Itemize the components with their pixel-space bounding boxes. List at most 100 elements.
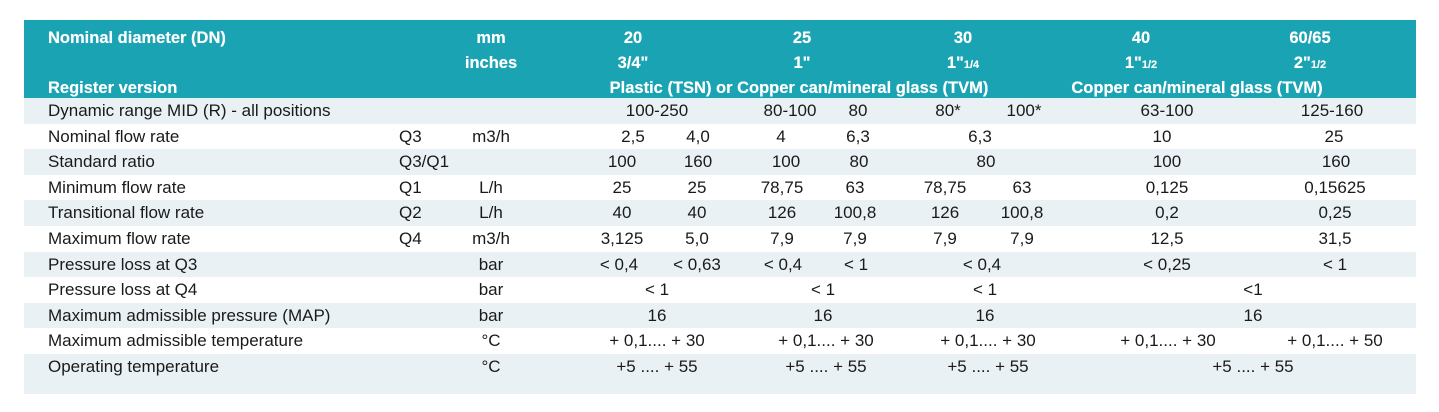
dn-40-heading: 40 (1131, 29, 1151, 47)
row-value: 16 (975, 305, 995, 325)
row-value: 100,8 (833, 203, 877, 223)
row-value: 0,125 (1145, 177, 1189, 197)
nominal-diameter-heading: Nominal diameter (DN) (48, 29, 226, 47)
row-value: < 0,4 (599, 254, 639, 274)
inch-20-heading: 3/4" (617, 54, 649, 72)
row-value: 80 (849, 152, 869, 172)
row-value: 160 (683, 152, 713, 172)
row-value: 5,0 (685, 229, 709, 248)
row-label: Nominal flow rate (48, 126, 180, 146)
inch-25-heading: 1" (793, 54, 811, 72)
row-symbol: Q3/Q1 (399, 152, 450, 172)
table-row: Nominal flow rate Q3 m3/h 2,5 4,0 4 6,3 6,3 10 25 (24, 123, 1416, 150)
row-value: 7,9 (933, 229, 957, 248)
row-label: Pressure loss at Q4 (48, 280, 198, 300)
specification-table: Nominal diameter (DN) Register version m… (24, 20, 1416, 394)
row-value: 7,9 (1010, 229, 1034, 248)
row-value: 16 (813, 305, 833, 325)
row-value: < 0,4 (962, 254, 1002, 274)
row-unit: °C (481, 331, 501, 351)
row-value: + 0,1.... + 30 (609, 331, 705, 351)
row-value: 10 (1152, 126, 1172, 146)
row-label: Operating temperature (48, 357, 220, 376)
row-value: < 1 (644, 280, 670, 300)
row-unit: °C (481, 357, 501, 376)
row-symbol: Q2 (399, 203, 422, 223)
row-value: 80-100 (763, 101, 817, 120)
inch-30-heading: 1"1/4 (946, 54, 980, 72)
row-value: +5 .... + 55 (947, 357, 1029, 376)
row-value: 16 (1243, 305, 1263, 325)
row-value: + 0,1.... + 30 (940, 331, 1036, 351)
row-value: 31,5 (1318, 229, 1352, 248)
row-value: 78,75 (923, 177, 967, 197)
row-value: +5 .... + 55 (616, 357, 698, 376)
row-value: 16 (647, 305, 667, 325)
row-value: 25 (1324, 126, 1344, 146)
row-label: Standard ratio (48, 152, 155, 172)
table-row: Pressure loss at Q4 bar < 1 < 1 < 1 <1 (24, 277, 1416, 303)
row-unit: m3/h (472, 229, 510, 248)
row-value: 6,3 (968, 126, 992, 146)
row-value: 40 (687, 203, 707, 223)
row-value: < 1 (1322, 254, 1348, 274)
row-value: 125-160 (1300, 101, 1364, 120)
table-row: Maximum flow rate Q4 m3/h 3,125 5,0 7,9 7,9 7,9… (24, 226, 1416, 252)
row-value: 2,5 (621, 126, 645, 146)
row-value: 12,5 (1150, 229, 1184, 248)
unit-mm-heading: mm (476, 29, 506, 47)
row-value: < 0,25 (1143, 254, 1191, 274)
row-value: < 1 (843, 254, 869, 274)
row-label: Maximum flow rate (48, 229, 191, 248)
register-plastic-copper-heading: Plastic (TSN) or Copper can/mineral glas… (609, 79, 989, 97)
row-value: 63 (845, 177, 865, 197)
row-label: Dynamic range MID (R) - all positions (48, 101, 331, 120)
row-value: 0,2 (1155, 203, 1179, 223)
row-label: Minimum flow rate (48, 177, 186, 197)
row-value: 100 (771, 152, 801, 172)
row-value: < 0,63 (673, 254, 721, 274)
row-value: 25 (612, 177, 632, 197)
inch-60-65-heading: 2"1/2 (1293, 54, 1327, 72)
row-value: 63-100 (1140, 101, 1194, 120)
row-value: 6,3 (846, 126, 870, 146)
row-value: 0,15625 (1304, 177, 1366, 197)
row-unit: bar (478, 305, 504, 325)
row-value: < 0,4 (763, 254, 803, 274)
row-symbol: Q3 (399, 126, 422, 146)
row-value: 4,0 (686, 126, 710, 146)
row-value: +5 .... + 55 (785, 357, 867, 376)
table-row: Operating temperature °C +5 .... + 55 +5 ..… (24, 354, 1416, 380)
row-value: 100 (1152, 152, 1182, 172)
row-value: 78,75 (760, 177, 804, 197)
table-row: Minimum flow rate Q1 L/h 25 25 78,75 63 78,75 63… (24, 174, 1416, 201)
table-row: Pressure loss at Q3 bar < 0,4 < 0,63 < 0,4 < … (24, 251, 1416, 278)
dn-60-65-heading: 60/65 (1289, 29, 1331, 47)
row-value: 7,9 (770, 229, 794, 248)
row-value: < 1 (810, 280, 836, 300)
dn-25-heading: 25 (792, 29, 812, 47)
table-row: Standard ratio Q3/Q1 100 160 100 80 80 100 160 (24, 149, 1416, 175)
row-unit: m3/h (472, 126, 510, 146)
row-value: 100* (1006, 101, 1042, 120)
register-copper-heading: Copper can/mineral glass (TVM) (1071, 79, 1323, 97)
row-value: +5 .... + 55 (1212, 357, 1294, 376)
row-value: 100-250 (625, 101, 689, 120)
row-value: 100,8 (1000, 203, 1044, 223)
row-value: 3,125 (600, 229, 644, 248)
row-symbol: Q4 (399, 229, 422, 248)
row-label: Pressure loss at Q3 (48, 254, 198, 274)
row-value: 80* (935, 101, 961, 120)
dn-20-heading: 20 (623, 29, 643, 47)
row-value: 126 (767, 203, 797, 223)
row-value: + 0,1.... + 50 (1287, 331, 1383, 351)
table-footer-band (24, 379, 1416, 394)
row-value: + 0,1.... + 30 (778, 331, 874, 351)
table-row: Dynamic range MID (R) - all positions 100… (24, 98, 1416, 124)
register-version-heading: Register version (48, 79, 178, 97)
row-value: 4 (776, 126, 786, 146)
row-value: 80 (848, 101, 868, 120)
row-value: 0,25 (1318, 203, 1352, 223)
row-unit: L/h (479, 177, 503, 197)
row-value: 126 (930, 203, 960, 223)
